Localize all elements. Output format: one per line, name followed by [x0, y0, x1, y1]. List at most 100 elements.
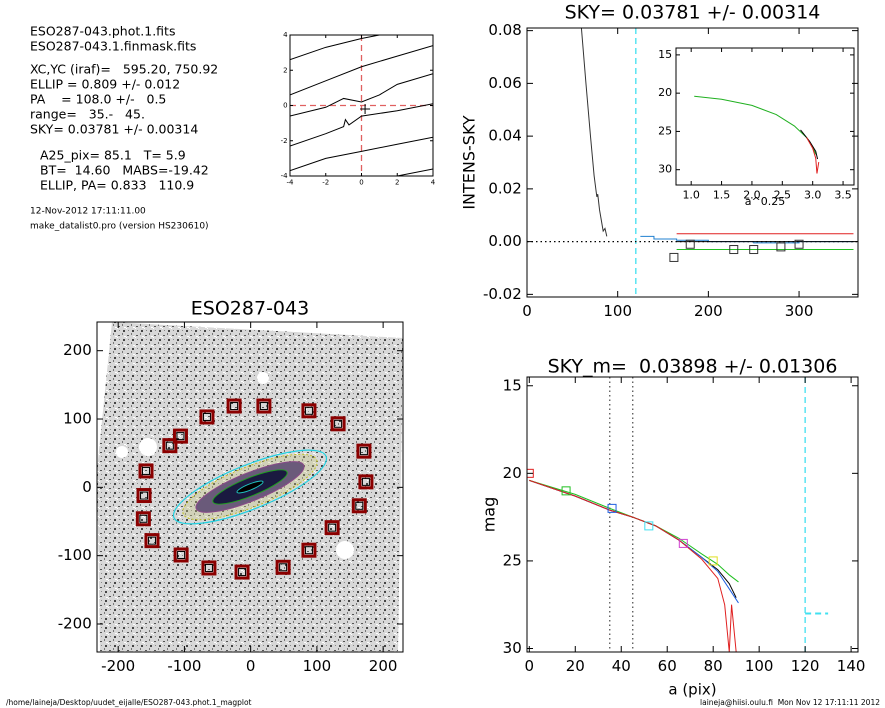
info-line: SKY= 0.03781 +/- 0.00314: [30, 122, 198, 137]
box-marker: [162, 438, 178, 454]
masked-star: [116, 446, 128, 458]
box-outer: [234, 564, 250, 580]
y-tick-label: 0: [283, 102, 287, 110]
x-tick-label: 100: [603, 302, 632, 320]
x-tick-label: 1.5: [713, 188, 731, 201]
info-line: ESO287-043.phot.1.fits: [30, 24, 175, 39]
box-inner: [304, 546, 313, 555]
plot-area: [290, 35, 433, 176]
box-marker: [351, 498, 367, 514]
box-marker: [234, 564, 250, 580]
box-marker: [226, 398, 242, 414]
box-outer: [172, 428, 188, 444]
box-marker: [136, 488, 152, 504]
marker: [644, 521, 654, 531]
timestamp: 12-Nov-2012 17:11:11.00: [30, 207, 146, 217]
box-inner: [142, 466, 151, 475]
y-tick-label: 15: [658, 48, 672, 61]
info-line: PA = 108.0 +/- 0.5: [30, 92, 166, 107]
y-tick-label: 0.02: [488, 179, 521, 197]
series-line: [290, 103, 433, 147]
series-line: [529, 479, 739, 583]
x-tick-label: 100: [303, 657, 332, 675]
y-tick-label: 200: [63, 341, 92, 359]
y-tick-label: 25: [658, 124, 672, 137]
y-tick-label: -4: [281, 172, 289, 180]
frame: [289, 34, 434, 177]
info-block: ESO287-043.phot.1.fits ESO287-043.1.finm…: [30, 24, 218, 232]
box-marker: [173, 547, 189, 563]
x-tick-label: 2: [395, 179, 399, 187]
box-marker: [172, 428, 188, 444]
masked-star: [139, 438, 157, 456]
box-outer: [275, 559, 291, 575]
x-axis-label: a (pix): [668, 681, 716, 699]
x-tick-label: 80: [704, 657, 723, 675]
marker: [776, 242, 786, 252]
box-inner: [279, 563, 288, 572]
series-line: [580, 28, 608, 237]
y-tick-label: 20: [503, 464, 522, 482]
box-inner: [361, 477, 370, 486]
info-line: ESO287-043.1.finmask.fits: [30, 39, 196, 54]
marker: [607, 503, 617, 513]
series-line: [290, 136, 433, 172]
y-tick-label: -2: [281, 137, 288, 145]
x-tick-label: 40: [612, 657, 631, 675]
x-tick-label: 2.5: [774, 188, 792, 201]
y-tick-label: 4: [283, 31, 288, 39]
galaxy-core: [236, 480, 264, 494]
plot-area: [527, 28, 858, 297]
x-tick-label: 140: [837, 657, 866, 675]
series-line: [397, 168, 433, 176]
plot-area: [694, 95, 820, 174]
box-inner: [147, 536, 156, 545]
marker: [669, 252, 679, 262]
series-line: [800, 129, 819, 160]
box-marker: [256, 398, 272, 414]
panel: -200 -100 0 100 200 -200 -100 0 100 200 ESO287-043: [58, 298, 404, 675]
marker: [678, 538, 688, 548]
box-outer: [226, 398, 242, 414]
info-line: ELLIP = 0.809 +/- 0.012: [30, 77, 180, 92]
marker: [527, 468, 534, 478]
x-tick-label: 100: [745, 657, 774, 675]
box-outer: [162, 438, 178, 454]
box-outer: [199, 409, 215, 425]
box-inner: [355, 501, 364, 510]
box-marker: [199, 409, 215, 425]
box-marker: [356, 443, 372, 459]
y-tick-label: -100: [58, 546, 92, 564]
x-tick-label: 120: [791, 657, 820, 675]
box-inner: [140, 491, 149, 500]
marker: [708, 556, 718, 566]
x-tick-label: 3.0: [804, 188, 822, 201]
panel: 1.0 1.5 2.0 2.5 3.0 3.5 15 20 25 30 a^0.25: [658, 47, 855, 208]
x-tick-label: 3.5: [834, 188, 852, 201]
box-inner: [202, 412, 211, 421]
box-outer: [201, 560, 217, 576]
x-tick-label: 0: [525, 657, 535, 675]
info-line: BT= 14.60 MABS=-19.42: [40, 163, 209, 178]
box-marker: [301, 542, 317, 558]
box-marker: [358, 474, 374, 490]
box-outer: [136, 488, 152, 504]
box-outer: [301, 542, 317, 558]
panel: -4 -2 0 2 4 -4 -2 0 2 4: [281, 31, 436, 187]
y-tick-label: 0.06: [488, 74, 521, 92]
frame: [526, 376, 859, 653]
series-line: [290, 73, 433, 117]
y-axis-label: INTENS-SKY: [460, 115, 479, 210]
y-tick-label: -200: [58, 614, 92, 632]
box-inner: [359, 447, 368, 456]
frame: [526, 27, 859, 298]
series-line: [529, 479, 737, 652]
box-inner: [177, 550, 186, 559]
series-line: [290, 35, 380, 61]
y-tick-label: 30: [503, 639, 522, 657]
x-tick-label: 0: [522, 302, 532, 320]
x-tick-label: 4: [431, 179, 436, 187]
box-marker: [275, 559, 291, 575]
isophote: [172, 449, 328, 525]
